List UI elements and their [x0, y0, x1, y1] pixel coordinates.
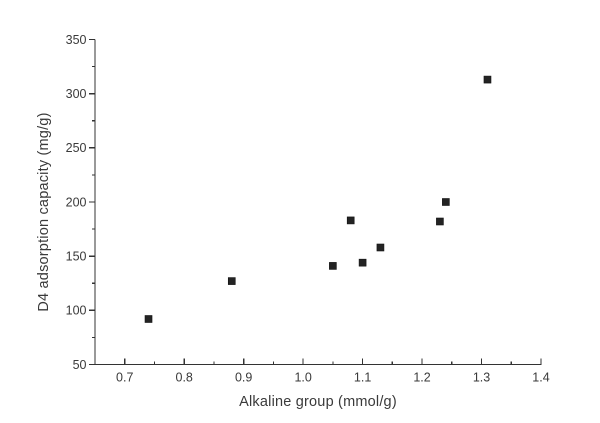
x-tick-label: 0.9 — [235, 371, 252, 385]
y-tick-label: 300 — [66, 87, 87, 101]
x-axis-ticks — [124, 358, 542, 365]
x-tick-label: 1.0 — [294, 371, 311, 385]
data-point — [144, 315, 153, 323]
x-tick-label: 0.8 — [176, 371, 193, 385]
x-tick-label: 1.1 — [354, 371, 371, 385]
data-point — [483, 75, 492, 84]
data-point — [227, 277, 236, 285]
x-tick-label: 0.7 — [116, 371, 133, 385]
y-tick-label: 350 — [66, 33, 87, 47]
axes — [94, 39, 542, 366]
y-tick-label: 100 — [66, 304, 87, 318]
y-tick-labels: 50 100 150 200 250 300 350 — [66, 33, 87, 372]
data-point — [442, 198, 450, 206]
x-tick-labels: 0.7 0.8 0.9 1.0 1.1 1.2 1.3 1.4 — [116, 371, 550, 385]
data-points — [144, 75, 492, 323]
data-point — [358, 258, 367, 267]
data-point — [329, 262, 337, 270]
y-tick-label: 250 — [66, 141, 87, 155]
y-tick-label: 150 — [66, 249, 87, 263]
x-tick-label: 1.2 — [413, 371, 430, 385]
x-axis-title: Alkaline group (mmol/g) — [239, 394, 397, 410]
y-axis-title: D4 adsorption capacity (mg/g) — [36, 112, 52, 312]
data-point — [346, 216, 355, 225]
x-tick-label: 1.4 — [532, 371, 549, 385]
data-point — [376, 243, 385, 252]
y-tick-label: 50 — [73, 358, 87, 372]
data-point — [436, 217, 444, 226]
x-tick-label: 1.3 — [473, 371, 490, 385]
y-axis-ticks — [89, 38, 95, 366]
y-tick-label: 200 — [66, 195, 87, 209]
